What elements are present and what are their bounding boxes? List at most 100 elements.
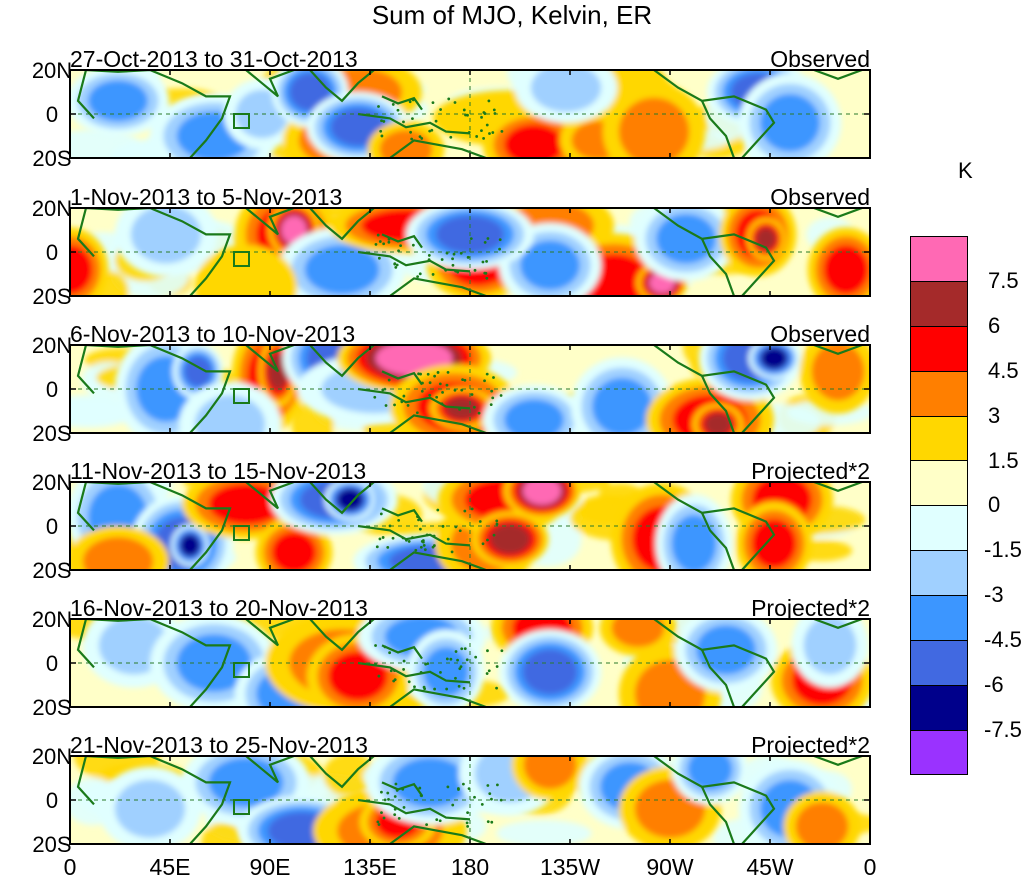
panel-date-range: 21-Nov-2013 to 25-Nov-2013 — [70, 732, 368, 758]
island-dot — [446, 537, 450, 541]
island-dot — [486, 649, 489, 653]
island-dot — [413, 685, 416, 689]
anomaly-contour — [704, 412, 732, 433]
anomaly-contour — [180, 534, 200, 556]
x-tick-label: 45E — [149, 854, 191, 880]
y-tick-label: 20N — [32, 196, 72, 221]
rectangle-icon — [233, 799, 250, 815]
island-dot — [428, 393, 432, 397]
panel-tag: Observed — [770, 321, 870, 347]
island-dot — [396, 108, 400, 112]
island-dot — [402, 394, 406, 398]
colorbar-label: 0 — [988, 492, 1001, 518]
panel-date-range: 11-Nov-2013 to 15-Nov-2013 — [70, 458, 367, 484]
colorbar-label: 7.5 — [988, 267, 1019, 293]
island-dot — [454, 650, 458, 653]
anomaly-contour — [281, 215, 307, 245]
island-dot — [485, 372, 489, 376]
colorbar-label: -3 — [984, 582, 1004, 608]
island-dot — [465, 658, 469, 662]
island-dot — [387, 237, 391, 241]
island-dot — [441, 524, 445, 528]
x-tick-label: 135W — [539, 854, 601, 880]
island-dot — [467, 130, 471, 134]
island-dot — [431, 545, 435, 549]
y-tick-label: 20S — [32, 146, 71, 171]
figure-title: Sum of MJO, Kelvin, ER — [371, 0, 653, 30]
anomaly-contour — [611, 619, 665, 648]
coastline-icon — [76, 482, 863, 570]
island-dot — [418, 786, 422, 790]
x-tick-label: 90E — [249, 854, 291, 880]
anomaly-contour — [379, 129, 433, 158]
x-tick-label: 0 — [863, 854, 877, 880]
island-dot — [384, 404, 388, 407]
island-dot — [490, 797, 493, 801]
island-dot — [382, 120, 386, 123]
island-dot — [451, 257, 454, 261]
colorbar-swatch — [910, 280, 968, 326]
island-dot — [446, 371, 450, 374]
x-tick-label: 90W — [646, 854, 694, 880]
island-dot — [444, 268, 448, 272]
y-tick-label: 20N — [32, 607, 72, 632]
island-dot — [492, 376, 495, 379]
island-dot — [445, 657, 449, 661]
island-dot — [402, 659, 406, 663]
island-dot — [456, 270, 460, 274]
anomaly-contour — [811, 345, 865, 401]
island-dot — [393, 669, 396, 672]
island-dot — [416, 275, 420, 279]
island-dot — [499, 394, 503, 397]
island-dot — [441, 391, 444, 394]
island-dot — [486, 784, 490, 787]
island-dot — [399, 244, 403, 248]
island-dot — [401, 787, 405, 791]
island-dot — [461, 378, 464, 382]
island-dot — [486, 538, 489, 542]
anomaly-contour — [522, 649, 578, 695]
anomaly-contour — [618, 97, 690, 158]
y-tick-label: 20S — [32, 284, 71, 309]
map-field — [70, 70, 870, 158]
island-dot — [485, 672, 489, 675]
island-dot — [483, 241, 487, 244]
island-dot — [499, 798, 503, 802]
island-dot — [419, 794, 423, 797]
anomaly-contour — [194, 395, 266, 433]
island-dot — [463, 378, 467, 382]
island-dot — [433, 687, 437, 691]
island-dot — [470, 507, 474, 511]
y-tick-label: 20N — [32, 333, 72, 358]
anomaly-contour — [328, 651, 388, 701]
island-dot — [410, 137, 414, 141]
anomaly-patch — [201, 822, 246, 844]
island-dot — [445, 687, 449, 691]
map-panel: 11-Nov-2013 to 15-Nov-2013 Projected*2 20N… — [0, 458, 900, 598]
island-dot — [414, 548, 418, 552]
anomaly-contour — [522, 482, 562, 505]
island-dot — [377, 823, 381, 826]
island-dot — [481, 260, 485, 264]
island-dot — [380, 134, 384, 138]
x-tick-label: 0 — [63, 854, 77, 880]
x-tick-label: 45W — [746, 854, 794, 880]
colorbar-swatch — [910, 729, 968, 775]
island-dot — [440, 402, 444, 406]
island-dot — [439, 108, 442, 111]
anomaly-contour — [696, 625, 756, 675]
anomaly-contour — [70, 244, 93, 295]
island-dot — [436, 508, 440, 512]
island-dot — [425, 823, 429, 826]
rectangle-icon — [233, 525, 250, 541]
island-dot — [483, 112, 487, 115]
island-dot — [386, 791, 390, 795]
island-dot — [491, 131, 495, 134]
island-dot — [374, 242, 378, 246]
island-dot — [454, 269, 458, 273]
colorbar-swatch — [910, 684, 968, 730]
island-dot — [409, 130, 413, 134]
island-dot — [424, 662, 428, 666]
island-dot — [407, 680, 411, 684]
rectangle-icon — [233, 662, 250, 678]
